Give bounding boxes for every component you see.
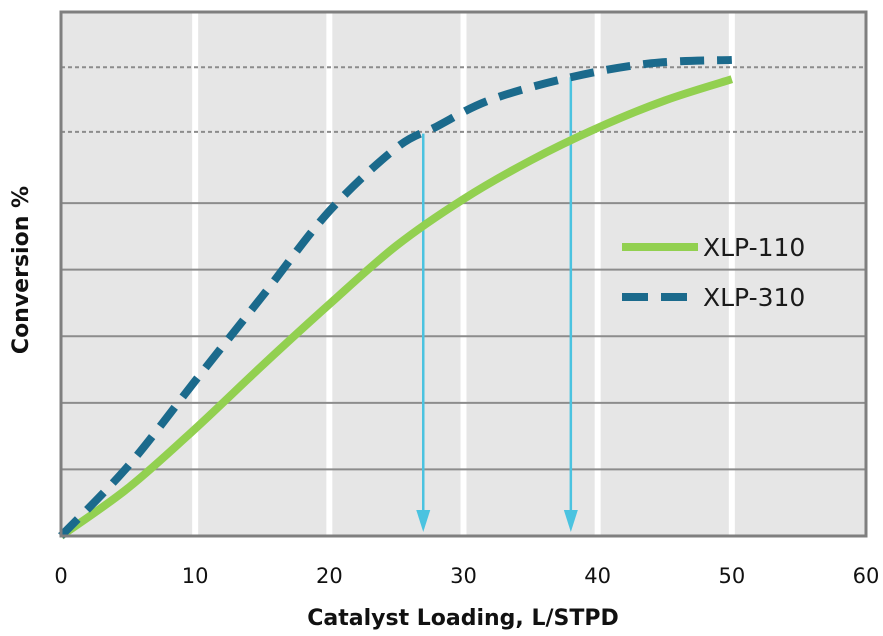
down-arrow-head — [416, 510, 431, 532]
plot-border — [59, 10, 868, 538]
x-tick-label: 30 — [450, 564, 477, 588]
x-axis-title: Catalyst Loading, L/STPD — [307, 606, 619, 631]
series-lines — [58, 55, 734, 540]
down-arrow-head — [563, 510, 578, 532]
x-axis-ticks: 0 10 20 30 40 50 60 — [54, 564, 879, 588]
series-line-xlp-110 — [58, 75, 734, 540]
legend: XLP-110 XLP-310 — [622, 233, 805, 312]
y-axis-title: Conversion % — [9, 186, 34, 354]
x-tick-label: 50 — [718, 564, 745, 588]
legend-label: XLP-110 — [703, 233, 805, 262]
x-tick-label: 0 — [54, 564, 67, 588]
reference-arrows — [416, 77, 578, 532]
x-tick-label: 40 — [584, 564, 611, 588]
legend-label: XLP-310 — [703, 283, 805, 312]
x-tick-label: 60 — [853, 564, 880, 588]
series-line-xlp-310 — [58, 55, 732, 539]
x-tick-label: 10 — [182, 564, 209, 588]
x-tick-label: 20 — [316, 564, 343, 588]
